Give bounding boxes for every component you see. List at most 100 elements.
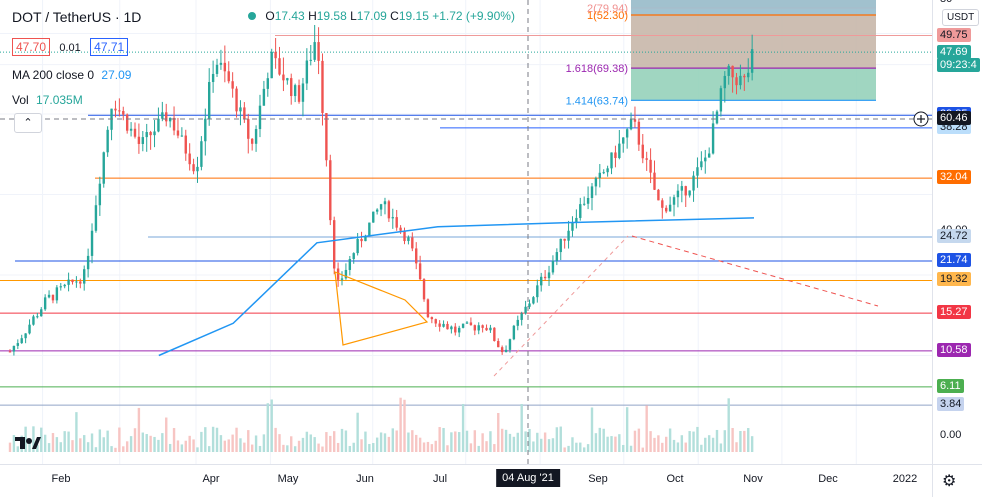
volume-bar — [290, 436, 293, 452]
collapse-legend-button[interactable]: ⌃ — [14, 113, 42, 133]
price-axis[interactable]: 8070.0060.0040.0030.000.0049.7539.8538.2… — [932, 0, 982, 464]
candle-body — [707, 153, 711, 158]
volume-bar — [55, 437, 59, 452]
candle-body — [680, 186, 684, 191]
time-axis[interactable]: Feb Apr May Jun Jul Sep Oct Nov Dec 2022 04 Aug '2… — [0, 464, 932, 497]
volume-bar — [543, 432, 547, 452]
ma-legend[interactable]: MA 200 close 0 27.09 — [12, 68, 131, 82]
volume-bar — [434, 440, 437, 452]
volume-bar — [676, 442, 680, 452]
price-level-label: 6.11 — [937, 378, 964, 393]
price-level-label: 15.27 — [937, 305, 971, 320]
sell-price-box[interactable]: 47.70 — [12, 38, 51, 56]
volume-bar — [625, 407, 629, 452]
candle-body — [32, 316, 35, 325]
volume-bar — [747, 428, 750, 452]
volume-bar — [672, 439, 676, 452]
volume-bar — [215, 427, 219, 452]
volume-bar — [551, 438, 555, 452]
symbol-legend[interactable]: DOT / TetherUS · 1D — [12, 9, 141, 25]
volume-bar — [692, 431, 695, 452]
volume-bar — [172, 428, 176, 452]
volume-bar — [293, 446, 297, 452]
volume-bar — [94, 447, 98, 452]
chart-settings[interactable]: ⚙ — [932, 464, 982, 497]
quote-boxes: 47.70 0.01 47.71 — [12, 38, 129, 56]
volume-bar — [450, 432, 453, 452]
candle-body — [102, 152, 105, 184]
candle-body — [133, 128, 137, 137]
volume-bar — [602, 428, 605, 452]
volume-legend[interactable]: Vol 17.035M — [12, 93, 83, 107]
candle-body — [94, 205, 98, 231]
volume-bar — [477, 445, 480, 452]
candle-body — [137, 136, 141, 144]
candle-body — [149, 132, 152, 136]
currency-badge[interactable]: USDT — [942, 9, 980, 26]
candle-body — [383, 201, 387, 205]
triangle-pattern — [334, 271, 429, 346]
volume-bar — [75, 412, 78, 452]
volume-bar — [465, 430, 469, 452]
candle-body — [215, 64, 219, 74]
time-tick-label: Dec — [818, 473, 838, 485]
candle-body — [235, 88, 238, 112]
volume-bar — [704, 437, 707, 452]
volume-bar — [426, 441, 430, 452]
volume-bar — [231, 434, 234, 452]
volume-bar — [192, 439, 195, 452]
price-chart[interactable]: 2(79.94)1.618(69.38)1.414(63.74)1.272(59… — [0, 0, 932, 464]
candle-body — [653, 172, 656, 190]
candle-body — [575, 217, 578, 223]
last-price-label: 47.69 — [937, 45, 971, 60]
time-tick-label: Jul — [432, 473, 448, 485]
volume-bar — [661, 442, 664, 452]
volume-bar — [375, 437, 379, 452]
candle-body — [403, 230, 406, 242]
candle-body — [711, 123, 715, 154]
time-tick-label: Sep — [588, 473, 608, 485]
candle-body — [391, 217, 394, 219]
candle-body — [71, 279, 74, 283]
candle-body — [645, 158, 648, 160]
candle-body — [141, 137, 145, 144]
volume-bar — [372, 443, 375, 452]
volume-bar — [739, 430, 742, 452]
volume-bar — [520, 403, 523, 452]
volume-bar — [32, 426, 35, 452]
candle-body — [567, 230, 570, 241]
chart-pane[interactable]: 2(79.94)1.618(69.38)1.414(63.74)1.272(59… — [0, 0, 932, 464]
volume-bar — [102, 437, 105, 452]
candle-body — [223, 62, 227, 72]
volume-bar — [637, 428, 641, 452]
volume-bar — [83, 435, 86, 452]
volume-bar — [51, 433, 55, 452]
candle-body — [153, 131, 156, 136]
candle-body — [305, 60, 309, 84]
candle-body — [83, 269, 86, 284]
volume-bar — [430, 444, 434, 452]
candle-body — [559, 238, 562, 253]
volume-bar — [536, 432, 539, 452]
crosshair-price-label: 60.46 — [937, 111, 971, 125]
buy-price-box[interactable]: 47.71 — [90, 38, 129, 56]
gear-icon[interactable]: ⚙ — [942, 473, 957, 490]
candle-body — [704, 157, 707, 162]
candle-body — [282, 74, 285, 81]
volume-bar — [422, 442, 426, 452]
volume-bar — [399, 397, 402, 452]
volume-bar — [610, 436, 613, 452]
volume-bar — [395, 430, 398, 452]
candle-body — [528, 303, 531, 307]
volume-bar — [735, 442, 738, 452]
volume-bar — [270, 399, 273, 452]
symbol-title: DOT / TetherUS · 1D — [12, 9, 142, 25]
volume-bar — [715, 429, 719, 452]
volume-bar — [500, 428, 504, 452]
volume-bar — [16, 446, 20, 452]
candle-body — [258, 105, 262, 130]
price-level-label: 24.72 — [937, 229, 971, 243]
volume-bar — [235, 427, 238, 452]
candle-body — [727, 65, 730, 76]
volume-bar — [250, 444, 254, 452]
